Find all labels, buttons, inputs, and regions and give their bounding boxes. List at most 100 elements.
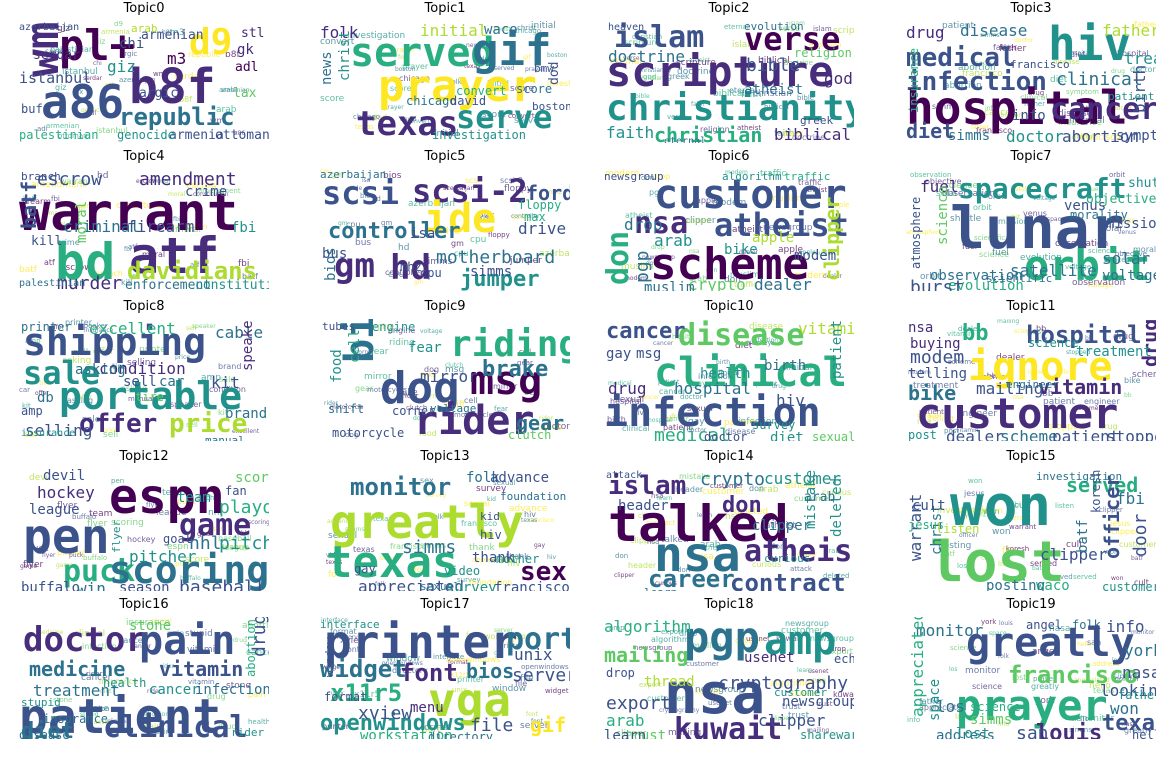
filler-word: game: [56, 562, 74, 569]
filler-word: don: [641, 174, 655, 182]
filler-word: muslim: [621, 262, 654, 272]
filler-word: islam: [732, 40, 756, 50]
filler-word: greek: [781, 129, 804, 138]
filler-word: scoring: [222, 543, 248, 551]
cloud-word: diet: [906, 119, 955, 143]
word-cloud: puck flyer buffalo flyer game nhl score espn lea…: [19, 469, 269, 591]
filler-word: flyer: [42, 552, 56, 559]
filler-word: ide: [353, 185, 363, 192]
filler-word: don: [770, 542, 786, 551]
cloud-word: cpu: [420, 266, 442, 280]
cloud-word: bus: [322, 246, 348, 262]
cloud-word: pitch: [219, 533, 269, 554]
filler-word: serdar: [174, 72, 203, 82]
filler-word: stopped: [1048, 422, 1085, 432]
cloud-word: looking: [1100, 681, 1156, 700]
filler-word: scripture: [833, 26, 854, 36]
topic-panel: Topic13 francisco simms texas sexual gay surve…: [320, 449, 570, 593]
filler-word: fbi: [132, 274, 140, 281]
filler-word: cancer: [639, 394, 660, 401]
filler-word: ignore: [1028, 369, 1047, 376]
filler-word: greatly: [1031, 682, 1060, 691]
filler-word: stl: [105, 81, 114, 89]
filler-word: window: [386, 654, 421, 664]
topic-panel: Topic4 batf constitution bd fbi firearm atf bat…: [19, 149, 269, 293]
filler-word: chicago: [399, 74, 430, 83]
filler-word: clipper: [1099, 506, 1123, 514]
filler-word: printer: [139, 345, 170, 355]
filler-word: header: [675, 485, 704, 494]
topic-panel: Topic16 pain drug clinical insurance clinical…: [19, 597, 269, 741]
cloud-word: door: [1130, 513, 1151, 557]
filler-word: condition: [209, 385, 246, 394]
filler-word: cpu: [454, 249, 469, 258]
filler-word: served: [494, 65, 515, 72]
filler-word: price: [175, 354, 190, 361]
filler-word: batf: [941, 550, 955, 558]
filler-word: palestinian: [50, 45, 94, 54]
topic-title: Topic8: [123, 299, 165, 314]
cloud-word: doctor: [1006, 127, 1064, 144]
filler-word: disease: [725, 427, 756, 436]
filler-word: drop: [679, 629, 698, 638]
filler-word: observation: [1055, 239, 1109, 249]
cloud-word: crime: [185, 184, 228, 200]
filler-word: atheist: [701, 544, 726, 552]
cloud-word: francisco: [1010, 58, 1070, 71]
filler-word: b8f: [162, 29, 172, 36]
filler-word: venus: [1118, 229, 1136, 236]
filler-word: pitch: [197, 494, 215, 502]
filler-word: vitamin: [188, 678, 215, 686]
cloud-word: gay: [354, 562, 376, 576]
filler-word: abortion: [958, 63, 996, 73]
filler-word: contract: [646, 519, 676, 527]
cloud-word: appreciated: [358, 577, 464, 592]
cloud-word: islam: [608, 471, 687, 501]
filler-word: warrant: [60, 177, 91, 186]
filler-word: francisco: [527, 517, 555, 524]
filler-word: corner: [355, 349, 375, 356]
filler-word: azerbaijan: [539, 249, 570, 259]
cloud-word: arab: [606, 711, 645, 730]
filler-word: workstation: [484, 632, 531, 641]
filler-word: simms: [423, 257, 453, 267]
filler-word: francisco: [390, 542, 427, 551]
cloud-word: genocide: [117, 128, 175, 142]
cloud-word: drug: [906, 23, 945, 42]
cloud-word: gear: [516, 411, 565, 435]
word-cloud: father hospital abortion francisco francisco…: [906, 21, 1156, 143]
filler-word: symptom: [1066, 88, 1099, 96]
cloud-word: gm: [334, 246, 375, 286]
cloud-word: thank: [472, 550, 515, 566]
filler-word: objective: [1115, 250, 1147, 258]
cloud-word: bike: [724, 242, 758, 258]
cloud-word: pgp: [684, 617, 760, 662]
filler-word: font: [466, 631, 480, 639]
filler-word: learn: [697, 512, 713, 519]
filler-word: father: [1080, 105, 1099, 112]
filler-word: espn: [167, 542, 189, 552]
cloud-word: buying: [910, 336, 961, 352]
filler-word: kuwait: [695, 687, 722, 696]
filler-word: excellent: [232, 428, 260, 435]
filler-word: team: [89, 509, 113, 519]
cloud-word: kuwait: [674, 712, 783, 740]
filler-word: rider: [324, 400, 339, 407]
filler-word: azerbaijan: [443, 185, 475, 192]
cloud-word: drop: [606, 666, 635, 680]
cloud-word: mhz: [400, 260, 422, 274]
cloud-word: los: [936, 697, 965, 716]
cloud-word: league: [29, 502, 80, 518]
cloud-word: father: [1102, 21, 1156, 40]
filler-word: prayer: [392, 46, 415, 54]
filler-word: cult: [1014, 501, 1031, 511]
filler-word: scientific: [974, 234, 1006, 242]
filler-word: mailing: [692, 641, 722, 650]
cloud-word: bios: [466, 659, 515, 683]
cloud-word: prayer: [956, 681, 1108, 730]
filler-word: gif: [507, 639, 515, 646]
filler-word: chicago: [514, 27, 542, 35]
filler-word: sex: [420, 476, 434, 485]
filler-word: hello: [1077, 641, 1092, 648]
cloud-word: patient: [1108, 90, 1155, 103]
